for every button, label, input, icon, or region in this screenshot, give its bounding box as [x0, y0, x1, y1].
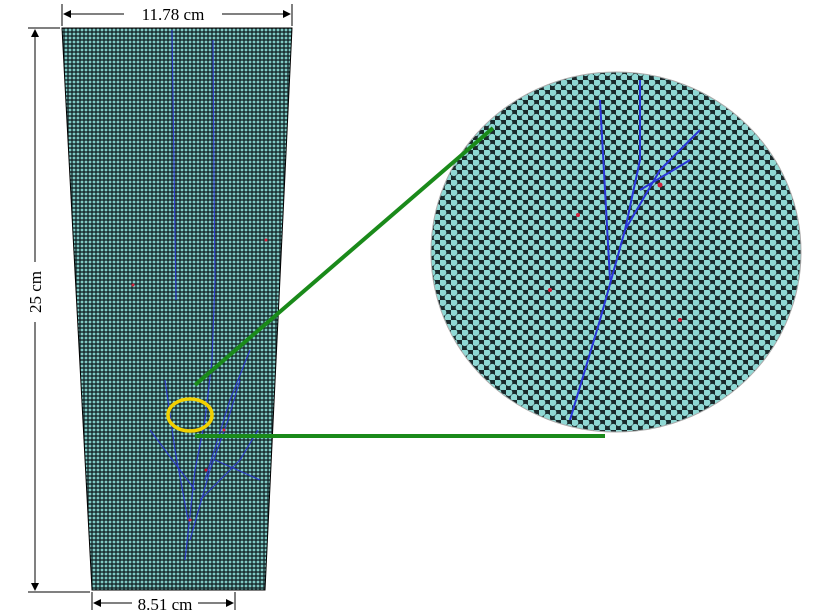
top-width: 11.78 cm: [142, 5, 205, 24]
zoom-view: [431, 72, 801, 432]
shower-tracks: [149, 29, 261, 561]
hits: [131, 238, 268, 522]
bottom-width: 8.51 cm: [138, 595, 193, 612]
zoom-region: [166, 397, 214, 433]
height: 25 cm: [26, 271, 45, 313]
detector: [61, 27, 293, 591]
zoom-line: [193, 126, 495, 387]
zoom-border: [430, 71, 802, 433]
